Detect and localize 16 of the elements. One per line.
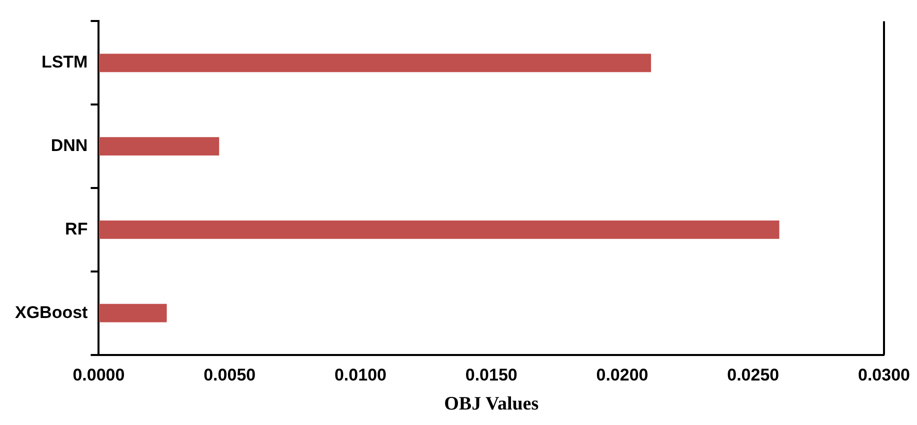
y-tick-label: DNN <box>50 136 88 155</box>
y-tick-label: XGBoost <box>14 302 88 322</box>
y-tick-label: RF <box>65 219 88 238</box>
bar <box>98 304 167 322</box>
x-tick-label: 0.0000 <box>72 366 125 385</box>
x-tick-label: 0.0050 <box>204 366 256 385</box>
bar <box>98 220 780 239</box>
y-tick-label: LSTM <box>41 52 88 72</box>
x-tick-label: 0.0300 <box>858 366 910 385</box>
x-tick-label: 0.0200 <box>596 366 648 385</box>
x-tick-label: 0.0250 <box>727 366 780 385</box>
x-tick-label: 0.0150 <box>465 366 518 385</box>
bar <box>98 137 220 156</box>
bar <box>98 54 652 72</box>
x-tick-label: 0.0100 <box>334 366 386 385</box>
x-axis-title: OBJ Values <box>444 394 539 415</box>
